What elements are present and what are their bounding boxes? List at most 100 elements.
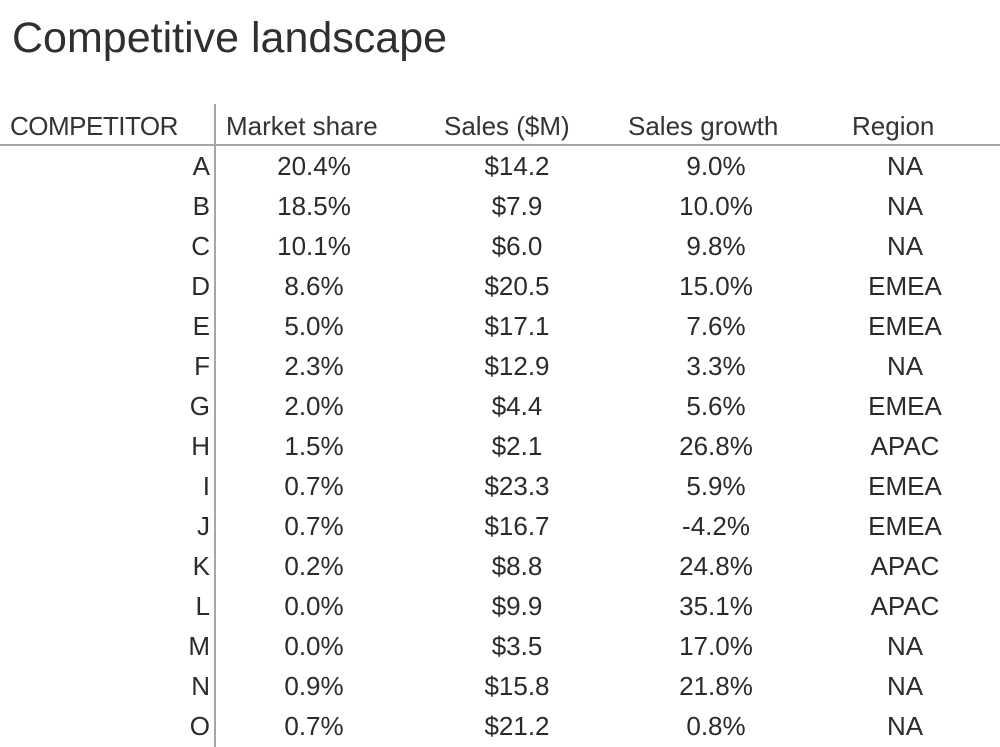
market-share-cell: 10.1% [277,231,351,261]
market-share-cell: 0.7% [284,471,344,501]
region-cell: APAC [870,551,940,581]
sales-cell: $23.3 [484,471,550,501]
market-share-cell: 5.0% [284,311,344,341]
table-row: L 0.0% $9.9 35.1% APAC [0,586,1000,626]
region-cell: APAC [870,591,940,621]
competitor-cell: L [195,591,210,621]
competitor-cell: D [191,271,210,301]
table-body: A 20.4% $14.2 9.0% NA B 18.5% $7.9 10.0% NA C 10.1%… [0,146,1000,746]
sales-growth-cell: 0.8% [686,711,746,741]
sales-growth-cell: 5.9% [686,471,746,501]
sales-cell: $12.9 [484,351,550,381]
column-header-region: Region [852,111,935,141]
page-title: Competitive landscape [12,14,448,62]
region-cell: NA [886,351,924,381]
sales-cell: $17.1 [484,311,550,341]
competitor-cell: A [192,151,210,181]
market-share-cell: 2.3% [284,351,344,381]
region-cell: EMEA [868,311,942,341]
sales-cell: $15.8 [484,671,550,701]
sales-growth-cell: 26.8% [679,431,753,461]
market-share-cell: 0.7% [284,711,344,741]
region-cell: NA [886,711,924,741]
sales-cell: $3.5 [491,631,543,661]
competitor-cell: E [192,311,210,341]
competitor-cell: H [191,431,210,461]
sales-growth-cell: 5.6% [686,391,746,421]
sales-growth-cell: 21.8% [679,671,753,701]
market-share-cell: 18.5% [277,191,351,221]
market-share-cell: 0.0% [284,631,344,661]
column-header-competitor: COMPETITOR [10,111,178,141]
competitor-cell: G [189,391,210,421]
market-share-cell: 0.9% [284,671,344,701]
sales-cell: $9.9 [491,591,543,621]
region-cell: EMEA [868,471,942,501]
sales-growth-cell: 24.8% [679,551,753,581]
sales-cell: $21.2 [484,711,550,741]
sales-cell: $2.1 [491,431,543,461]
sales-cell: $20.5 [484,271,550,301]
competitor-table: COMPETITOR Market share Sales ($M) Sales… [0,104,1000,747]
sales-growth-cell: 3.3% [686,351,746,381]
region-cell: NA [886,231,924,261]
column-header-sales: Sales ($M) [444,111,570,141]
column-header-sales-growth: Sales growth [628,111,779,141]
competitor-cell: I [202,471,210,501]
sales-growth-cell: 7.6% [686,311,746,341]
table-row: H 1.5% $2.1 26.8% APAC [0,426,1000,466]
competitor-cell: C [191,231,210,261]
competitor-cell: M [188,631,210,661]
market-share-cell: 20.4% [277,151,351,181]
region-cell: NA [886,631,924,661]
table-row: N 0.9% $15.8 21.8% NA [0,666,1000,706]
market-share-cell: 0.7% [284,511,344,541]
column-header-market-share: Market share [226,111,378,141]
competitor-cell: N [191,671,210,701]
sales-growth-cell: 10.0% [679,191,753,221]
sales-growth-cell: -4.2% [682,511,750,541]
market-share-cell: 0.2% [284,551,344,581]
market-share-cell: 2.0% [284,391,344,421]
sales-cell: $4.4 [491,391,543,421]
sales-cell: $6.0 [491,231,543,261]
table-row: M 0.0% $3.5 17.0% NA [0,626,1000,666]
column-divider [214,104,216,747]
region-cell: APAC [870,431,940,461]
market-share-cell: 0.0% [284,591,344,621]
header-divider [0,144,1000,146]
sales-cell: $7.9 [491,191,543,221]
competitor-cell: B [192,191,210,221]
region-cell: NA [886,151,924,181]
sales-growth-cell: 9.8% [686,231,746,261]
table-row: C 10.1% $6.0 9.8% NA [0,226,1000,266]
table-row: F 2.3% $12.9 3.3% NA [0,346,1000,386]
sales-cell: $16.7 [484,511,550,541]
table-row: B 18.5% $7.9 10.0% NA [0,186,1000,226]
table-row: J 0.7% $16.7 -4.2% EMEA [0,506,1000,546]
sales-growth-cell: 17.0% [679,631,753,661]
market-share-cell: 1.5% [284,431,344,461]
market-share-cell: 8.6% [284,271,344,301]
table-row: I 0.7% $23.3 5.9% EMEA [0,466,1000,506]
sales-growth-cell: 15.0% [679,271,753,301]
sales-cell: $8.8 [491,551,543,581]
table-row: A 20.4% $14.2 9.0% NA [0,146,1000,186]
region-cell: NA [886,191,924,221]
table-row: E 5.0% $17.1 7.6% EMEA [0,306,1000,346]
region-cell: EMEA [868,391,942,421]
region-cell: EMEA [868,511,942,541]
table-row: D 8.6% $20.5 15.0% EMEA [0,266,1000,306]
table-row: K 0.2% $8.8 24.8% APAC [0,546,1000,586]
table-row: O 0.7% $21.2 0.8% NA [0,706,1000,746]
sales-growth-cell: 35.1% [679,591,753,621]
sales-growth-cell: 9.0% [686,151,746,181]
region-cell: NA [886,671,924,701]
competitor-cell: J [197,511,210,541]
table-row: G 2.0% $4.4 5.6% EMEA [0,386,1000,426]
competitor-cell: K [192,551,210,581]
sales-cell: $14.2 [484,151,550,181]
region-cell: EMEA [868,271,942,301]
competitor-cell: F [194,351,210,381]
competitor-cell: O [189,711,210,741]
